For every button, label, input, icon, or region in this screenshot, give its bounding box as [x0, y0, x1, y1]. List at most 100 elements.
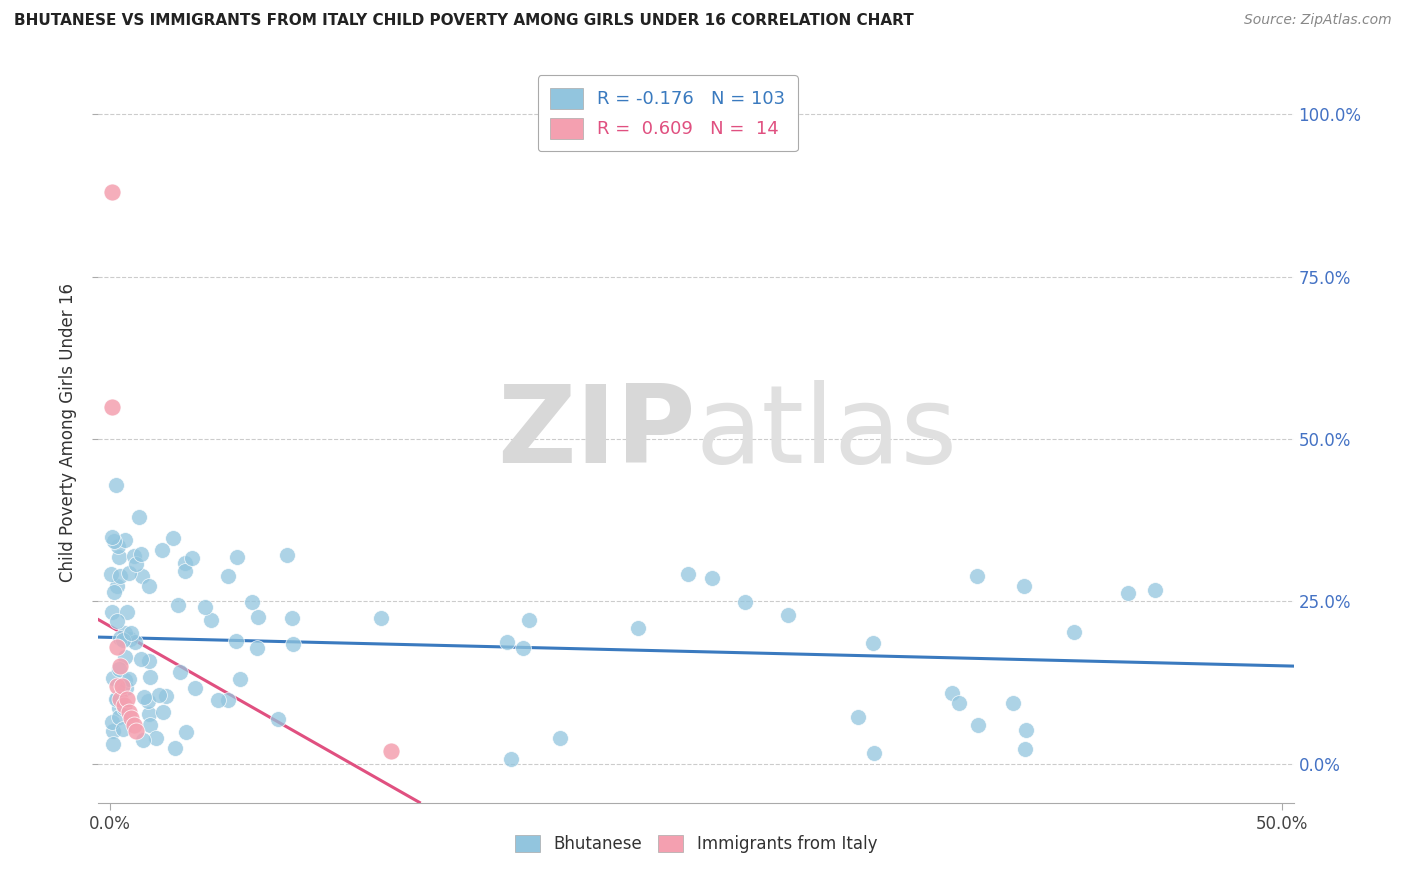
- Point: [101, 605, 124, 619]
- Point: [105, 579, 128, 593]
- Point: [1014, 741, 1036, 756]
- Point: [948, 696, 970, 710]
- Point: [107, 701, 129, 715]
- Point: [167, 598, 190, 612]
- Point: [181, 550, 204, 565]
- Text: BHUTANESE VS IMMIGRANTS FROM ITALY CHILD POVERTY AMONG GIRLS UNDER 16 CORRELATIO: BHUTANESE VS IMMIGRANTS FROM ITALY CHILD…: [14, 13, 914, 29]
- Point: [846, 710, 869, 724]
- Point: [217, 692, 239, 706]
- Point: [101, 186, 124, 200]
- Point: [122, 549, 145, 564]
- Point: [107, 549, 129, 564]
- Point: [246, 640, 269, 655]
- Point: [138, 579, 160, 593]
- Legend: Bhutanese, Immigrants from Italy: Bhutanese, Immigrants from Italy: [506, 826, 886, 861]
- Point: [267, 712, 290, 726]
- Point: [115, 692, 138, 706]
- Point: [115, 606, 138, 620]
- Point: [1012, 579, 1035, 593]
- Text: ZIP: ZIP: [498, 380, 696, 485]
- Point: [120, 626, 142, 640]
- Point: [111, 679, 134, 693]
- Point: [108, 662, 131, 676]
- Point: [778, 607, 800, 622]
- Point: [512, 640, 534, 655]
- Point: [145, 731, 167, 745]
- Point: [100, 529, 122, 543]
- Point: [107, 539, 129, 553]
- Point: [173, 564, 195, 578]
- Point: [174, 725, 197, 739]
- Point: [112, 701, 135, 715]
- Point: [226, 550, 249, 565]
- Point: [1063, 624, 1085, 639]
- Point: [100, 567, 122, 582]
- Point: [150, 543, 173, 558]
- Point: [122, 718, 145, 732]
- Point: [129, 547, 152, 561]
- Point: [280, 611, 302, 625]
- Point: [370, 611, 392, 625]
- Point: [702, 570, 724, 584]
- Point: [105, 692, 128, 706]
- Point: [276, 549, 298, 563]
- Point: [152, 705, 174, 719]
- Point: [132, 690, 155, 705]
- Point: [218, 569, 240, 583]
- Point: [163, 741, 186, 756]
- Point: [105, 640, 128, 654]
- Point: [118, 705, 141, 719]
- Point: [941, 686, 963, 700]
- Point: [125, 557, 148, 571]
- Point: [101, 724, 124, 739]
- Point: [136, 694, 159, 708]
- Point: [108, 692, 131, 706]
- Point: [105, 691, 128, 706]
- Point: [103, 737, 125, 751]
- Point: [200, 613, 222, 627]
- Point: [174, 557, 197, 571]
- Point: [114, 533, 136, 547]
- Point: [225, 633, 247, 648]
- Point: [107, 710, 129, 724]
- Point: [499, 752, 522, 766]
- Point: [1116, 586, 1139, 600]
- Point: [1001, 696, 1024, 710]
- Point: [108, 659, 131, 673]
- Point: [194, 599, 217, 614]
- Point: [148, 688, 170, 702]
- Text: Source: ZipAtlas.com: Source: ZipAtlas.com: [1244, 13, 1392, 28]
- Point: [114, 649, 136, 664]
- Point: [966, 717, 988, 731]
- Point: [139, 718, 162, 732]
- Point: [101, 400, 124, 414]
- Point: [734, 594, 756, 608]
- Point: [380, 744, 402, 758]
- Point: [118, 566, 141, 580]
- Point: [103, 534, 125, 549]
- Point: [676, 566, 699, 581]
- Point: [108, 632, 131, 646]
- Point: [240, 595, 263, 609]
- Point: [101, 672, 124, 686]
- Point: [125, 724, 148, 739]
- Point: [112, 698, 135, 713]
- Point: [118, 673, 141, 687]
- Point: [862, 636, 884, 650]
- Point: [105, 614, 128, 628]
- Point: [1014, 723, 1036, 737]
- Point: [966, 568, 988, 582]
- Point: [138, 707, 160, 722]
- Point: [129, 652, 152, 666]
- Point: [111, 633, 134, 648]
- Point: [863, 746, 886, 760]
- Point: [132, 733, 155, 747]
- Point: [162, 532, 184, 546]
- Point: [131, 568, 153, 582]
- Point: [138, 654, 160, 668]
- Point: [104, 477, 127, 491]
- Point: [495, 635, 517, 649]
- Point: [138, 669, 160, 683]
- Point: [184, 681, 207, 696]
- Point: [105, 679, 128, 693]
